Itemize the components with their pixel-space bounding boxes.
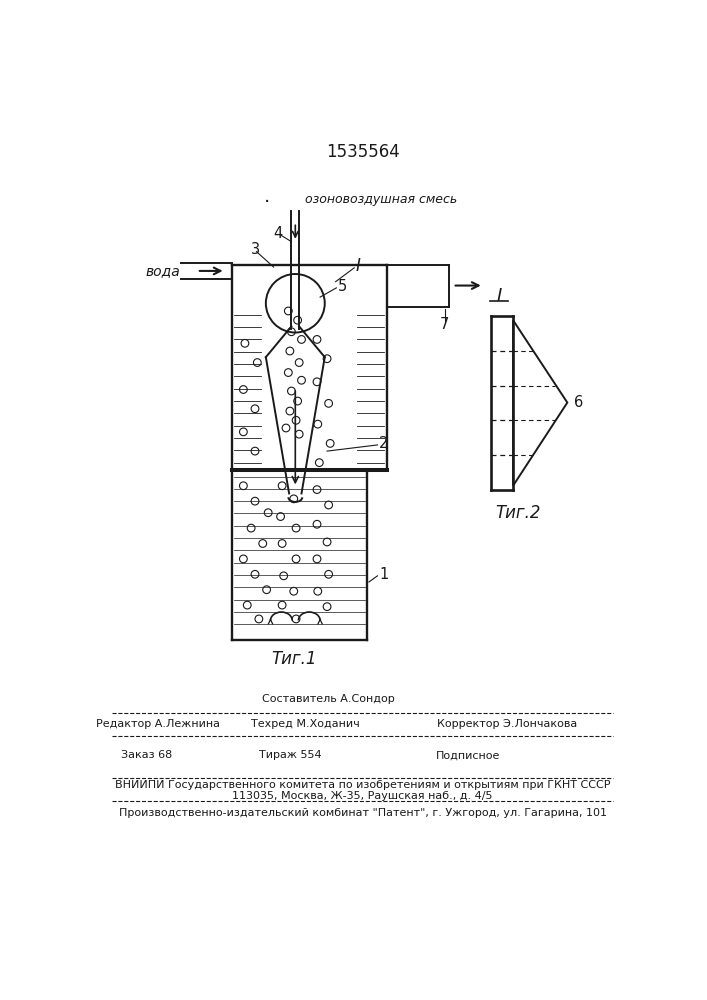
Text: Корректор Э.Лончакова: Корректор Э.Лончакова [437,719,577,729]
Text: Заказ 68: Заказ 68 [121,750,172,760]
Text: 5: 5 [338,279,347,294]
Text: 1535564: 1535564 [326,143,399,161]
Text: Τиг.1: Τиг.1 [271,650,317,668]
Text: 7: 7 [440,317,450,332]
Text: ВНИИПИ Государственного комитета по изобретениям и открытиям при ГКНТ СССР: ВНИИПИ Государственного комитета по изоб… [115,780,610,790]
Text: Подписное: Подписное [436,750,501,760]
Text: озоновоздушная смесь: озоновоздушная смесь [305,193,457,206]
Text: Составитель А.Сондор: Составитель А.Сондор [262,694,395,704]
Text: 1: 1 [379,567,388,582]
Text: 113035, Москва, Ж-35, Раушская наб., д. 4/5: 113035, Москва, Ж-35, Раушская наб., д. … [233,791,493,801]
Text: I: I [496,287,502,305]
Text: 6: 6 [573,395,583,410]
Text: Техред М.Ходанич: Техред М.Ходанич [251,719,360,729]
Text: .: . [264,188,271,207]
Text: 3: 3 [250,242,259,257]
Text: 2: 2 [379,436,388,451]
Text: Тираж 554: Тираж 554 [259,750,321,760]
Text: I: I [356,257,361,275]
Text: вода: вода [145,264,180,278]
Text: 4: 4 [274,226,283,241]
Text: Производственно-издательский комбинат "Патент", г. Ужгород, ул. Гагарина, 101: Производственно-издательский комбинат "П… [119,808,607,818]
Text: Τиг.2: Τиг.2 [496,504,542,522]
Text: Редактор А.Лежнина: Редактор А.Лежнина [96,719,220,729]
